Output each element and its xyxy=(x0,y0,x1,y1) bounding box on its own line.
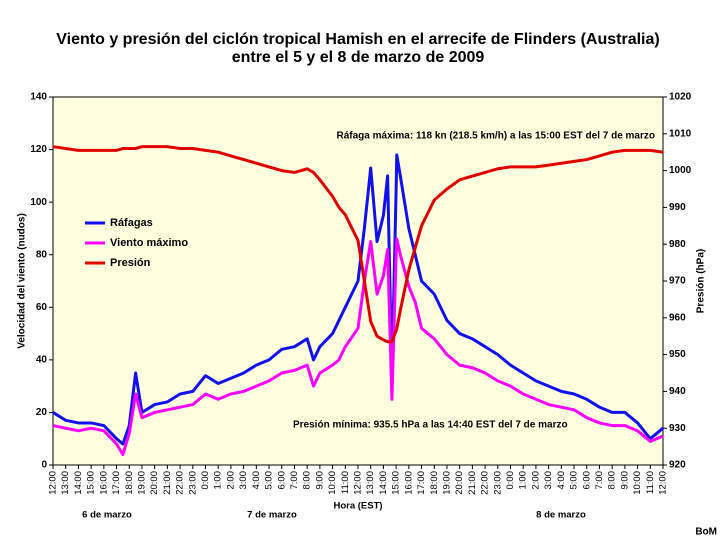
x-tick-label: 4:00 xyxy=(556,471,567,490)
y-tick-label: 140 xyxy=(30,92,47,103)
x-tick-label: 10:00 xyxy=(632,471,643,495)
x-tick-label: 6:00 xyxy=(581,471,592,490)
x-tick-label: 12:00 xyxy=(48,471,59,495)
annotation: Ráfaga máxima: 118 kn (218.5 km/h) a las… xyxy=(337,131,656,142)
x-tick-label: 1:00 xyxy=(213,471,224,490)
x-tick-label: 0:00 xyxy=(505,471,516,490)
y-tick-label: 20 xyxy=(36,407,48,418)
x-tick-label: 22:00 xyxy=(175,471,186,495)
x-tick-label: 12:00 xyxy=(353,471,364,495)
x-tick-label: 3:00 xyxy=(543,471,554,490)
x-tick-label: 21:00 xyxy=(162,471,173,495)
x-tick-label: 17:00 xyxy=(111,471,122,495)
y-tick-label: 40 xyxy=(36,354,48,365)
x-tick-label: 2:00 xyxy=(225,471,236,490)
x-tick-label: 1:00 xyxy=(518,471,529,490)
chart-title: Viento y presión del ciclón tropical Ham… xyxy=(56,31,659,48)
x-tick-label: 8:00 xyxy=(607,471,618,490)
x-tick-label: 16:00 xyxy=(98,471,109,495)
x-tick-label: 14:00 xyxy=(378,471,389,495)
x-tick-label: 10:00 xyxy=(327,471,338,495)
x-tick-label: 14:00 xyxy=(73,471,84,495)
x-tick-label: 22:00 xyxy=(480,471,491,495)
x-tick-label: 23:00 xyxy=(187,471,198,495)
x-tick-label: 18:00 xyxy=(124,471,135,495)
annotation: Presión mínima: 935.5 hPa a las 14:40 ES… xyxy=(293,420,568,431)
x-tick-label: 13:00 xyxy=(60,471,71,495)
legend-label: Viento máximo xyxy=(110,237,188,249)
credit: BoM xyxy=(695,527,717,538)
x-tick-label: 12:00 xyxy=(658,471,669,495)
x-tick-label: 9:00 xyxy=(619,471,630,490)
x-tick-label: 5:00 xyxy=(264,471,275,490)
x-tick-label: 20:00 xyxy=(149,471,160,495)
y2-tick-label: 930 xyxy=(669,423,686,434)
x-tick-label: 16:00 xyxy=(403,471,414,495)
series-line xyxy=(52,153,664,446)
y2-tick-label: 980 xyxy=(669,239,686,250)
x-tick-label: 19:00 xyxy=(136,471,147,495)
y-tick-label: 80 xyxy=(36,249,48,260)
y2-tick-label: 940 xyxy=(669,386,686,397)
x-tick-label: 4:00 xyxy=(251,471,262,490)
x-tick-label: 9:00 xyxy=(314,471,325,490)
x-tick-label: 21:00 xyxy=(467,471,478,495)
x-tick-label: 3:00 xyxy=(238,471,249,490)
x-tick-label: 18:00 xyxy=(429,471,440,495)
x-axis-label: Hora (EST) xyxy=(333,501,382,512)
y-tick-label: 60 xyxy=(36,302,48,313)
day-label: 6 de marzo xyxy=(82,510,132,521)
legend-label: Ráfagas xyxy=(110,217,153,229)
x-tick-label: 17:00 xyxy=(416,471,427,495)
x-tick-label: 2:00 xyxy=(530,471,541,490)
series-line xyxy=(52,145,664,344)
x-tick-label: 5:00 xyxy=(569,471,580,490)
x-tick-label: 15:00 xyxy=(391,471,402,495)
x-tick-label: 0:00 xyxy=(200,471,211,490)
x-tick-label: 15:00 xyxy=(86,471,97,495)
day-label: 8 de marzo xyxy=(536,510,586,521)
y2-tick-label: 920 xyxy=(669,460,686,471)
y-axis-label: Velocidad del viento (nudos) xyxy=(17,213,28,349)
plot-frame xyxy=(52,96,664,466)
y2-tick-label: 990 xyxy=(669,202,686,213)
x-tick-label: 8:00 xyxy=(302,471,313,490)
x-tick-label: 6:00 xyxy=(276,471,287,490)
chart-title: entre el 5 y el 8 de marzo de 2009 xyxy=(232,49,485,66)
x-tick-label: 19:00 xyxy=(441,471,452,495)
x-tick-label: 7:00 xyxy=(594,471,605,490)
y2-tick-label: 1020 xyxy=(669,92,692,103)
y2-tick-label: 950 xyxy=(669,349,686,360)
x-tick-label: 20:00 xyxy=(454,471,465,495)
y2-axis-label: Presión (hPa) xyxy=(696,249,707,313)
y-tick-label: 120 xyxy=(30,144,47,155)
x-tick-label: 23:00 xyxy=(492,471,503,495)
x-tick-label: 11:00 xyxy=(340,471,351,494)
y2-tick-label: 970 xyxy=(669,276,686,287)
y-tick-label: 100 xyxy=(30,197,47,208)
y2-tick-label: 960 xyxy=(669,312,686,323)
x-tick-label: 11:00 xyxy=(645,471,656,494)
legend-label: Presión xyxy=(110,257,151,269)
y2-tick-label: 1000 xyxy=(669,165,692,176)
y2-tick-label: 1010 xyxy=(669,128,692,139)
x-tick-label: 7:00 xyxy=(289,471,300,490)
day-label: 7 de marzo xyxy=(247,510,297,521)
series-line xyxy=(52,237,664,456)
x-tick-label: 13:00 xyxy=(365,471,376,495)
y-tick-label: 0 xyxy=(41,460,47,471)
